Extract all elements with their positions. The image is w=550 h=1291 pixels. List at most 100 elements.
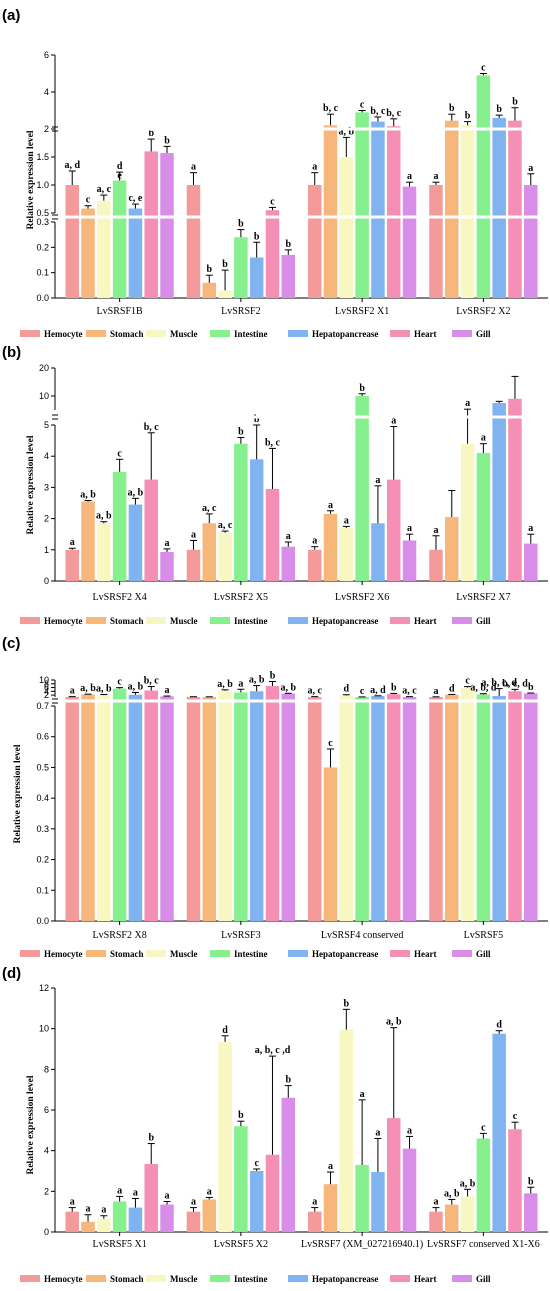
bar (128, 208, 143, 298)
bar (186, 697, 201, 921)
y-tick-label: 1.0 (36, 180, 49, 190)
y-axis-label: Relative expression level (26, 130, 36, 229)
bar (281, 546, 296, 581)
x-category-label: LvSRSF3 (221, 930, 260, 941)
bar (97, 1218, 111, 1232)
x-category-label: LvSRSF7 conserved X1-X6 (427, 1239, 540, 1250)
panel-letter: (b) (2, 344, 21, 361)
significance-letter: c (481, 63, 486, 74)
legend-swatch (390, 950, 410, 957)
significance-letter: b, c (370, 106, 386, 117)
bar (323, 513, 338, 581)
bar (218, 690, 232, 921)
significance-letter: b, c (323, 103, 339, 114)
bar (460, 1196, 475, 1232)
bar (386, 1118, 401, 1232)
y-tick-label: 0.4 (36, 793, 49, 803)
bar (445, 694, 459, 921)
significance-letter: a (133, 1187, 138, 1198)
legend-swatch (390, 330, 410, 337)
significance-letter: a, b (80, 490, 96, 501)
y-tick-label: 2 (44, 1186, 49, 1196)
axis-break-band (56, 127, 549, 131)
legend-swatch (210, 330, 230, 337)
significance-letter: a (86, 1204, 91, 1215)
bar (307, 697, 322, 921)
significance-letter: d (449, 683, 455, 694)
significance-letter: b, c (265, 437, 281, 448)
significance-letter: a (433, 525, 438, 536)
legend-label: Hepatopancrease (312, 329, 378, 339)
significance-letter: a, b (217, 679, 233, 690)
bar (81, 501, 95, 581)
significance-letter: b (285, 1075, 291, 1086)
significance-letter: a (360, 1089, 365, 1100)
legend-label: Hemocyte (44, 949, 82, 959)
bar (160, 1204, 174, 1232)
bar (265, 210, 280, 298)
bar (160, 696, 174, 921)
significance-letter: b (285, 239, 291, 250)
y-tick-label: 3 (44, 482, 49, 492)
bar (355, 1164, 369, 1232)
significance-letter: a (433, 171, 438, 182)
legend-label: Muscle (170, 949, 198, 959)
y-tick-label: 1.5 (36, 152, 49, 162)
y-tick-label: 20 (39, 363, 49, 373)
bar (386, 126, 401, 298)
legend-swatch (288, 1275, 308, 1282)
y-tick-label: 4 (44, 451, 49, 461)
bar (402, 697, 417, 921)
significance-letter: c (513, 1111, 518, 1122)
bar (186, 185, 201, 298)
bar (265, 1154, 280, 1232)
significance-letter: d (222, 1025, 228, 1036)
bar (508, 398, 522, 581)
significance-letter: a, c (307, 686, 322, 697)
x-category-label: LvSRSF2 X7 (456, 592, 510, 603)
bar (97, 695, 111, 921)
bar (65, 549, 79, 581)
bar (339, 1029, 354, 1232)
significance-letter: b (238, 426, 244, 437)
significance-letter: a (312, 162, 317, 173)
significance-letter: c (270, 196, 275, 207)
bar (81, 1221, 95, 1232)
legend-swatch (86, 617, 106, 624)
y-tick-label: 0.5 (36, 762, 49, 772)
bar (339, 527, 354, 581)
panel-letter: (a) (2, 7, 20, 24)
x-category-label: LvSRSF5 X1 (93, 1239, 147, 1250)
y-tick-label: 0.1 (36, 268, 49, 278)
significance-letter: a (286, 531, 291, 542)
bar (144, 690, 158, 921)
legend-label: Hepatopancrease (312, 616, 378, 626)
significance-letter: e (117, 171, 122, 182)
y-tick-label: 0.0 (36, 916, 49, 926)
significance-letter: a (165, 538, 170, 549)
x-category-label: LvSRSF7 (XM_027216940.1) (301, 1239, 423, 1250)
significance-letter: a, c (97, 184, 112, 195)
significance-letter: d (496, 1020, 502, 1031)
axis-break-band (56, 415, 549, 419)
bar (249, 459, 264, 581)
legend-swatch (288, 950, 308, 957)
y-axis-label: Relative expression level (26, 1075, 36, 1174)
significance-letter: b (512, 97, 518, 108)
legend-label: Stomach (110, 329, 144, 339)
significance-letter: d (117, 161, 123, 172)
legend-swatch (452, 617, 472, 624)
legend-swatch (20, 950, 40, 957)
y-tick-label: 4 (44, 87, 49, 97)
y-tick-label: 0.2 (36, 242, 49, 252)
legend-label: Stomach (110, 1274, 144, 1284)
bar (371, 1172, 385, 1232)
x-category-label: LvSRSF2 X6 (335, 592, 389, 603)
bar (81, 694, 95, 921)
y-tick-label: 0.3 (36, 217, 49, 227)
significance-letter: c (117, 448, 122, 459)
bar (492, 1033, 506, 1232)
bar (97, 523, 111, 581)
bar (460, 125, 475, 298)
